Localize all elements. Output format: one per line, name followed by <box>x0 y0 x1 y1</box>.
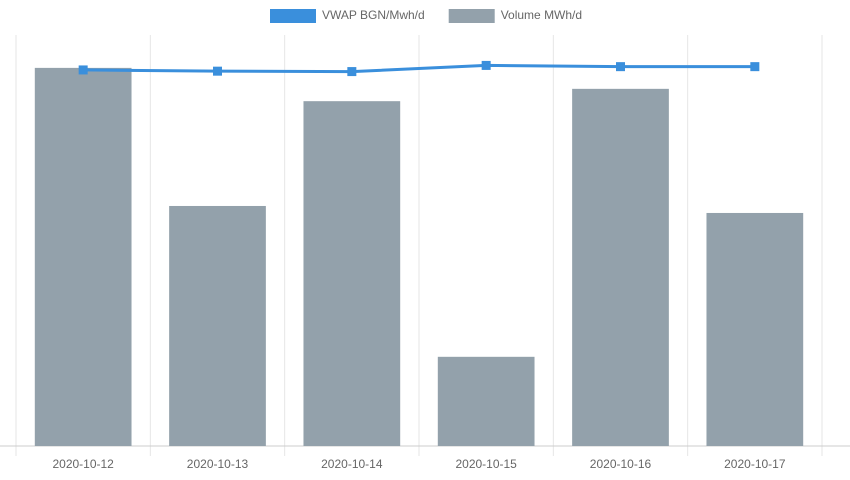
line <box>83 63 755 74</box>
point <box>347 67 357 77</box>
legend-swatch <box>448 9 495 23</box>
bar <box>34 67 132 446</box>
bar <box>303 101 401 447</box>
bar <box>169 205 266 446</box>
x-tick-label: 2020-10-12 <box>52 457 114 471</box>
legend-label: Volume MWh/d <box>501 8 582 22</box>
point <box>213 66 222 76</box>
point <box>616 62 625 72</box>
x-tick-label: 2020-10-17 <box>724 457 786 471</box>
point <box>750 62 760 72</box>
legend-label: VWAP BGN/Mwh/d <box>322 8 425 22</box>
point <box>481 60 491 70</box>
x-tick-label: 2020-10-16 <box>590 457 652 471</box>
legend-swatch <box>270 9 316 23</box>
x-tick-label: 2020-10-15 <box>455 457 517 471</box>
bar <box>572 88 669 446</box>
bar <box>706 212 804 446</box>
bar <box>437 356 535 446</box>
x-tick-label: 2020-10-14 <box>321 457 383 471</box>
point <box>78 65 88 75</box>
x-tick-label: 2020-10-13 <box>187 457 249 471</box>
